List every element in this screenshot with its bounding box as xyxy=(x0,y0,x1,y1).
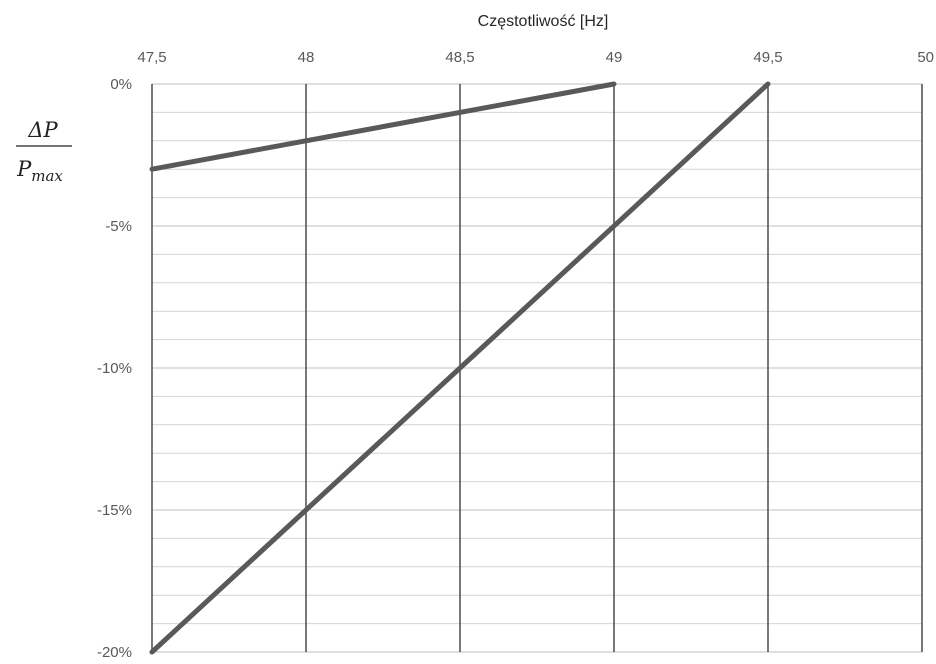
y-axis-label-numerator: ΔP xyxy=(27,118,58,142)
x-tick-label: 48,5 xyxy=(445,49,474,66)
x-tick-label: 49,5 xyxy=(753,49,782,66)
y-tick-label: -15% xyxy=(97,502,132,519)
y-tick-label: -5% xyxy=(105,218,132,235)
x-tick-label: 50 xyxy=(917,49,934,66)
x-tick-label: 48 xyxy=(298,49,315,66)
series-layer xyxy=(149,81,771,655)
label-layer: 47,5 48 48,5 49 49,5 50 0% -5% -10% -15% -20% xyxy=(97,49,934,661)
y-tick-label: -10% xyxy=(97,360,132,377)
x-tick-label: 49 xyxy=(606,49,623,66)
y-tick-label: -20% xyxy=(97,644,132,659)
y-axis-label-denominator: Pmax xyxy=(16,157,63,185)
y-axis-label-denominator-subscript: max xyxy=(31,167,63,185)
series-line-1 xyxy=(149,81,617,172)
x-tick-label: 47,5 xyxy=(137,49,166,66)
y-tick-label: 0% xyxy=(110,76,132,93)
grid-layer xyxy=(151,83,923,653)
y-axis-label-denominator-base: P xyxy=(16,157,32,181)
series-line-2 xyxy=(149,81,771,655)
y-axis-label: ΔP Pmax xyxy=(16,118,72,185)
x-axis-title: Częstotliwość [Hz] xyxy=(478,13,609,30)
